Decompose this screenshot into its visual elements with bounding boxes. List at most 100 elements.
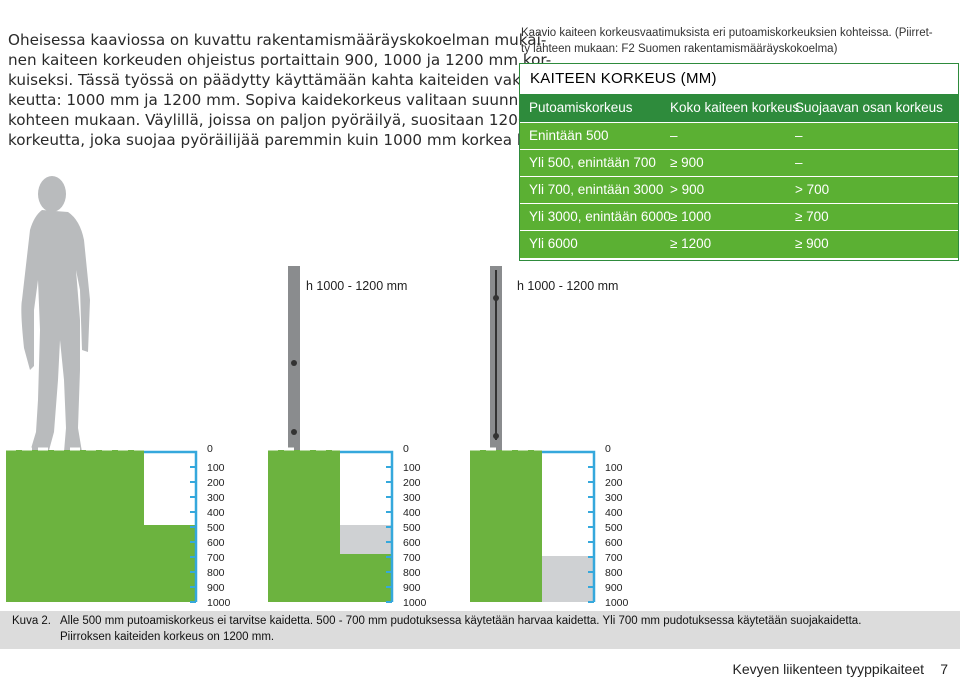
measuring-scale [144, 450, 198, 602]
scale-tick-label: 400 [207, 507, 225, 519]
table-cell: > 700 [795, 182, 830, 197]
diagram-drop-1000: 0 100 200 300 400 500 600 700 800 900 1000 [470, 266, 629, 609]
intro-line: kuiseksi. Tässä työssä on päädytty käytt… [8, 71, 563, 89]
scale-tick-label: 1000 [605, 597, 629, 609]
table-caption: Kaavio kaiteen korkeusvaatimuksista eri … [521, 26, 960, 57]
scale-tick-label: 300 [605, 492, 623, 504]
diagram-drop-500: 0 100 200 300 400 500 600 700 800 900 1000 [6, 443, 231, 609]
scale-ticks: 0 100 200 300 400 500 600 700 800 900 1000 [588, 443, 629, 609]
railing-height-table: KAITEEN KORKEUS (MM) Putoamiskorkeus Kok… [519, 63, 959, 261]
drop-fill [542, 556, 594, 602]
scale-tick-label: 1000 [403, 597, 427, 609]
scale-tick-label: 300 [207, 492, 225, 504]
scale-tick-label: 700 [207, 552, 225, 564]
page-title: Kevyen liikenteen tyyppikaiteet [732, 661, 924, 677]
caption-line-1: Kaavio kaiteen korkeusvaatimuksista eri … [521, 27, 933, 39]
table-row: Yli 700, enintään 3000 > 900 > 700 [520, 176, 958, 204]
scale-tick-label: 900 [605, 582, 623, 594]
table-cell: – [795, 155, 803, 170]
scale-tick-label: 700 [605, 552, 623, 564]
scale-tick-label: 800 [605, 567, 623, 579]
intro-line: kohteen mukaan. Väylillä, joissa on palj… [8, 111, 562, 129]
drop-fill [340, 525, 392, 554]
figure-caption-band: Kuva 2. Alle 500 mm putoamiskorkeus ei t… [0, 611, 960, 649]
measuring-scale [542, 450, 596, 602]
railing-post [288, 266, 300, 452]
measuring-scale [340, 450, 394, 602]
table-cell: ≥ 700 [795, 209, 829, 224]
table-row: Yli 3000, enintään 6000 ≥ 1000 ≥ 700 [520, 203, 958, 231]
table-cell: Yli 500, enintään 700 [529, 155, 656, 170]
railing-bolt [291, 360, 297, 366]
lower-ground-block [340, 554, 392, 602]
scale-tick-label: 800 [207, 567, 225, 579]
intro-line: nen kaiteen korkeuden ohjeistus portaitt… [8, 51, 552, 69]
figure-caption-line-2: Piirroksen kaiteiden korkeus on 1200 mm. [60, 631, 275, 643]
figure-number: Kuva 2. [12, 615, 51, 627]
railing-bolt [493, 295, 499, 301]
table-title: KAITEEN KORKEUS (MM) [520, 64, 958, 94]
railing-height-label: h 1000 - 1200 mm [306, 279, 408, 293]
lower-ground-block [144, 525, 196, 602]
scale-tick-label: 900 [207, 582, 225, 594]
table-cell: ≥ 900 [670, 155, 704, 170]
table-cell: Yli 700, enintään 3000 [529, 182, 664, 197]
scale-tick-label: 600 [605, 537, 623, 549]
table-cell: ≥ 900 [795, 236, 829, 251]
table-cell: > 900 [670, 182, 705, 197]
table-cell: Yli 3000, enintään 6000 [529, 209, 671, 224]
railing-height-label: h 1000 - 1200 mm [517, 279, 619, 293]
scale-tick-label: 200 [403, 477, 421, 489]
scale-tick-label: 900 [403, 582, 421, 594]
scale-tick-label: 500 [207, 522, 225, 534]
scale-tick-label: 400 [605, 507, 623, 519]
scale-tick-label: 500 [403, 522, 421, 534]
ground-block [470, 450, 542, 602]
scale-ticks: 0 100 200 300 400 500 600 700 800 900 1000 [190, 443, 231, 609]
intro-line: keutta: 1000 mm ja 1200 mm. Sopiva kaide… [8, 91, 564, 109]
table-cell: ≥ 1000 [670, 209, 712, 224]
scale-tick-label: 0 [605, 443, 611, 455]
scale-ticks: 0 100 200 300 400 500 600 700 800 900 1000 [386, 443, 427, 609]
table-cell: ≥ 1200 [670, 236, 712, 251]
diagram-drop-700: 0 100 200 300 400 500 600 700 800 900 1000 [268, 266, 427, 609]
scale-tick-label: 600 [403, 537, 421, 549]
scale-tick-label: 100 [605, 462, 623, 474]
intro-paragraph: Oheisessa kaaviossa on kuvattu rakentami… [8, 30, 564, 150]
scale-tick-label: 700 [403, 552, 421, 564]
scale-tick-label: 300 [403, 492, 421, 504]
person-silhouette [21, 176, 90, 454]
scale-tick-label: 100 [207, 462, 225, 474]
scale-tick-label: 500 [605, 522, 623, 534]
header-total-height: Koko kaiteen korkeus [670, 100, 800, 115]
scale-tick-label: 0 [207, 443, 213, 455]
table-cell: – [670, 128, 678, 143]
table-row: Yli 6000 ≥ 1200 ≥ 900 [520, 230, 958, 258]
ground-block [6, 450, 144, 602]
scale-tick-label: 100 [403, 462, 421, 474]
caption-line-2: ty lähteen mukaan: F2 Suomen rakentamism… [521, 42, 838, 55]
intro-line: Oheisessa kaaviossa on kuvattu rakentami… [8, 31, 547, 49]
railing-bolt [493, 433, 499, 439]
scale-tick-label: 200 [207, 477, 225, 489]
header-protective-height: Suojaavan osan korkeus [795, 100, 943, 115]
table-header-row: Putoamiskorkeus Koko kaiteen korkeus Suo… [520, 94, 958, 122]
header-drop-height: Putoamiskorkeus [529, 100, 633, 115]
scale-tick-label: 1000 [207, 597, 231, 609]
railing-bolt [291, 429, 297, 435]
table-cell: Enintään 500 [529, 128, 609, 143]
figure-caption-line-1: Alle 500 mm putoamiskorkeus ei tarvitse … [60, 615, 862, 627]
table-cell: Yli 6000 [529, 236, 578, 251]
scale-tick-label: 800 [403, 567, 421, 579]
ground-block [268, 450, 340, 602]
scale-tick-label: 400 [403, 507, 421, 519]
table-title-text: KAITEEN KORKEUS (MM) [530, 70, 717, 87]
table-cell: – [795, 128, 803, 143]
intro-line: korkeutta, joka suojaa pyöräilijää parem… [8, 131, 563, 149]
table-row: Yli 500, enintään 700 ≥ 900 – [520, 149, 958, 177]
scale-tick-label: 600 [207, 537, 225, 549]
scale-tick-label: 200 [605, 477, 623, 489]
table-row: Enintään 500 – – [520, 122, 958, 150]
scale-tick-label: 0 [403, 443, 409, 455]
